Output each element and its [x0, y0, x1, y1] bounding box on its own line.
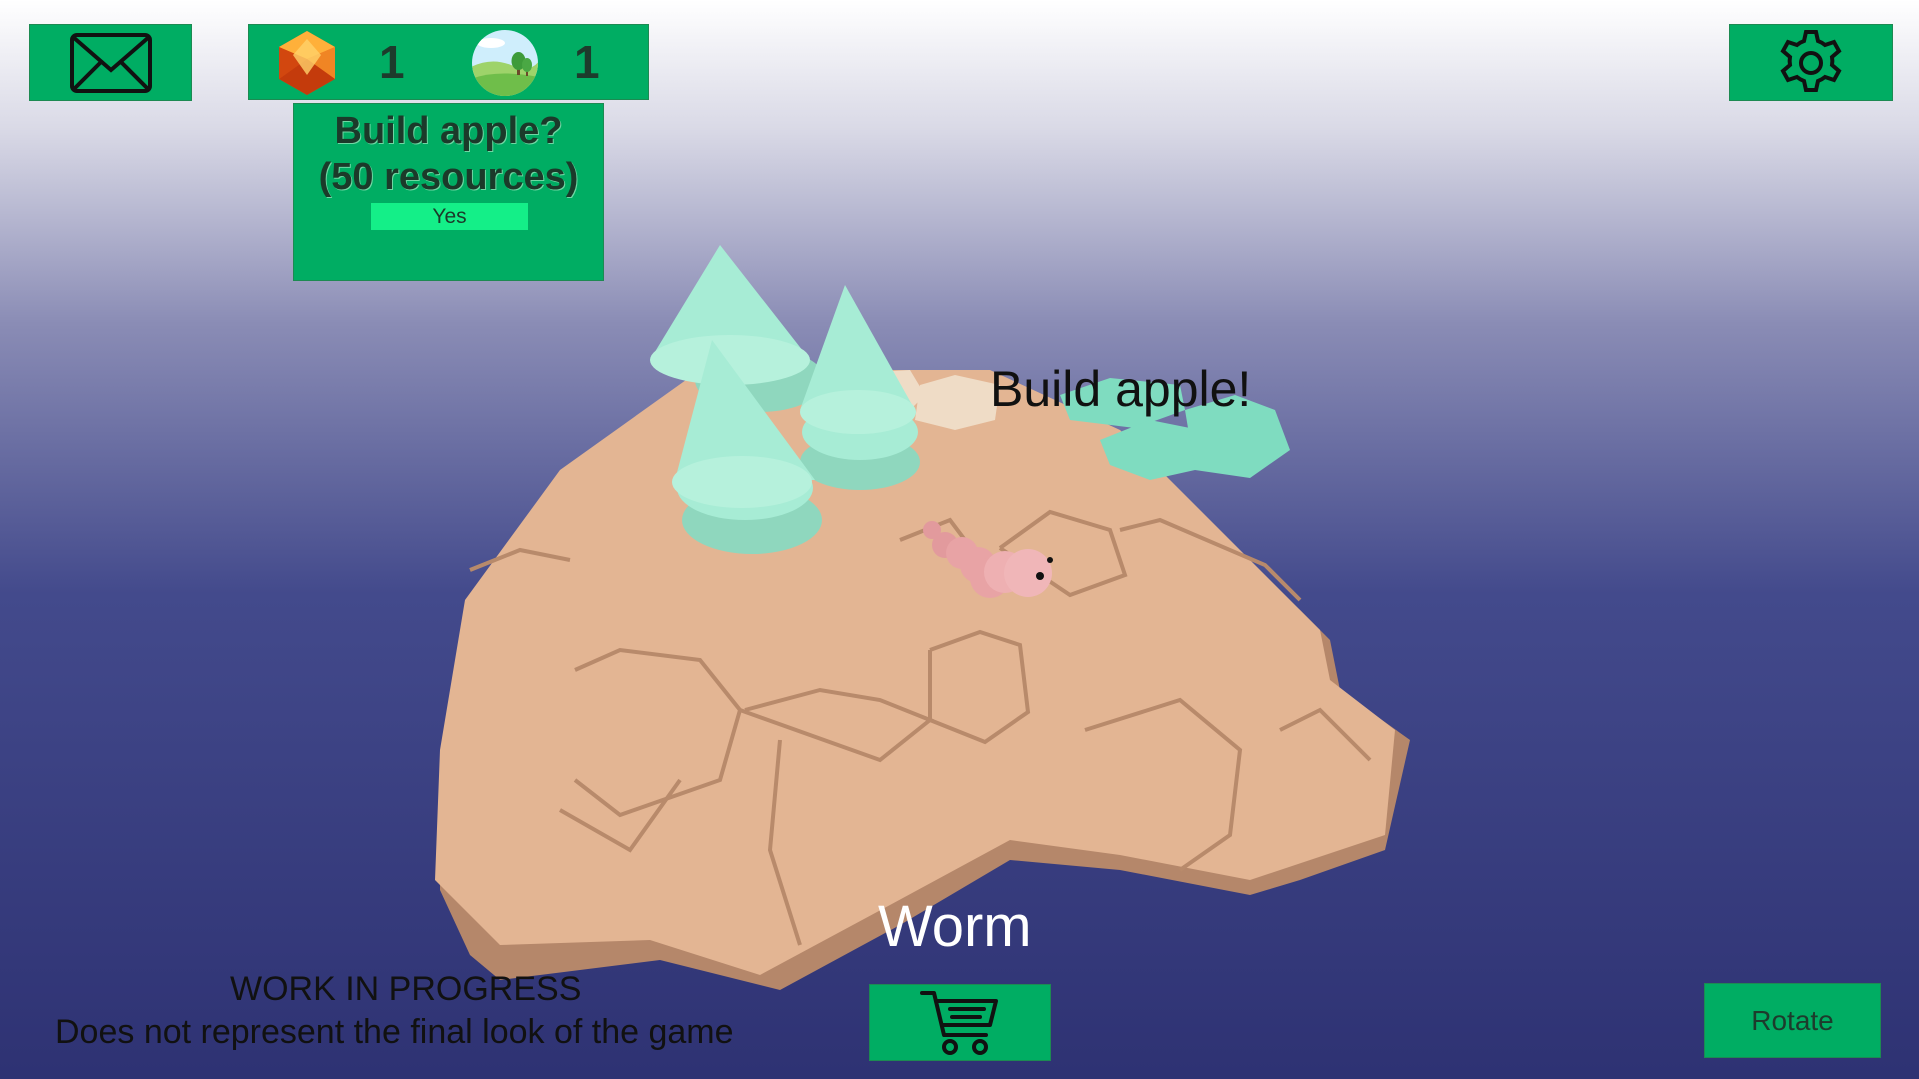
selected-unit-label: Worm [878, 894, 1032, 959]
build-prompt-dialog: Build apple? (50 resources) Yes [293, 103, 604, 281]
shopping-cart-icon [920, 990, 998, 1055]
land-count: 1 [574, 36, 600, 88]
build-prompt-title: Build apple? (50 resources) [294, 108, 603, 200]
landscape-icon [472, 30, 538, 96]
wip-notice-title: WORK IN PROGRESS [230, 970, 582, 1008]
build-apple-label[interactable]: Build apple! [990, 361, 1252, 417]
sand-tile[interactable] [915, 375, 1000, 430]
tree-cluster[interactable] [650, 245, 920, 554]
gem-count: 1 [379, 36, 405, 88]
teal-tile[interactable] [1100, 420, 1200, 480]
hex-island[interactable] [435, 370, 1410, 990]
tile-seams [469, 509, 1372, 946]
envelope-icon [69, 32, 152, 93]
tree [672, 340, 822, 554]
teal-tile[interactable] [1185, 395, 1290, 478]
wip-notice-subtitle: Does not represent the final look of the… [55, 1013, 734, 1051]
shop-button[interactable] [869, 984, 1051, 1061]
tree [800, 285, 920, 490]
yes-button[interactable]: Yes [371, 203, 528, 230]
gem-icon [279, 31, 335, 95]
gear-icon [1780, 29, 1842, 92]
teal-tile[interactable] [1060, 378, 1185, 428]
resource-bar: 1 1 [248, 24, 649, 100]
rotate-button[interactable]: Rotate [1704, 983, 1881, 1058]
worm-unit[interactable] [923, 521, 1053, 598]
build-prompt-line2: (50 resources) [318, 156, 579, 198]
settings-button[interactable] [1729, 24, 1893, 101]
build-prompt-line1: Build apple? [334, 110, 563, 152]
mail-button[interactable] [29, 24, 192, 101]
